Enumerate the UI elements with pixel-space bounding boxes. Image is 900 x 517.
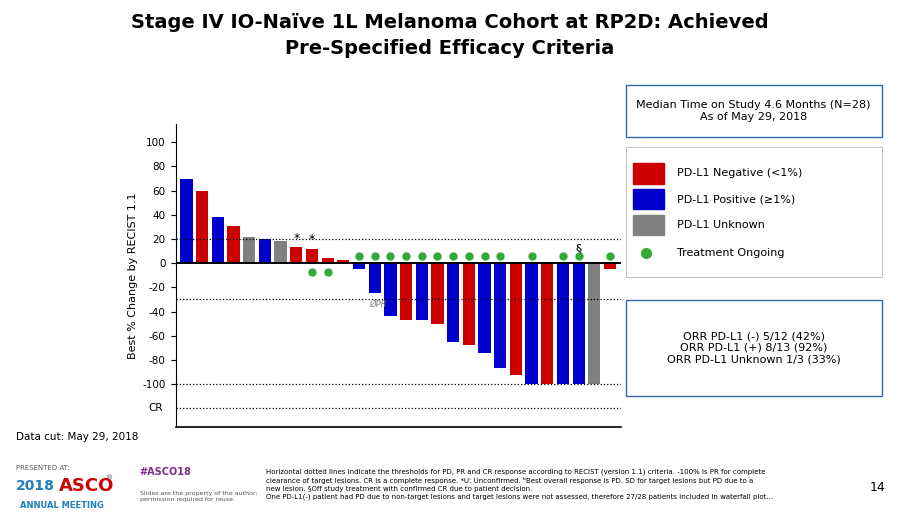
Text: Pre-Specified Efficacy Criteria: Pre-Specified Efficacy Criteria — [285, 39, 615, 58]
Bar — [463, 263, 475, 345]
Text: Stage IV IO-Naïve 1L Melanoma Cohort at RP2D: Achieved: Stage IV IO-Naïve 1L Melanoma Cohort at … — [131, 13, 769, 32]
FancyBboxPatch shape — [626, 147, 882, 277]
Text: Data cut: May 29, 2018: Data cut: May 29, 2018 — [16, 432, 139, 442]
Text: 2018: 2018 — [16, 479, 55, 493]
Bar — [541, 263, 554, 384]
Text: PRESENTED AT:: PRESENTED AT: — [16, 465, 69, 472]
Bar — [384, 263, 397, 316]
Bar — [353, 263, 365, 269]
Bar — [494, 263, 507, 369]
Bar — [557, 263, 569, 384]
Bar — [509, 263, 522, 374]
Text: ASCO: ASCO — [58, 477, 114, 495]
Bar — [290, 248, 302, 263]
Bar — [572, 263, 585, 384]
Bar — [306, 249, 318, 263]
Text: ØPR: ØPR — [369, 299, 387, 309]
Bar — [196, 191, 208, 263]
Text: §: § — [575, 242, 581, 255]
Bar — [212, 217, 224, 263]
FancyBboxPatch shape — [626, 85, 882, 137]
Text: ®: ® — [106, 475, 113, 481]
Text: #ASCO18: #ASCO18 — [140, 467, 192, 477]
Bar — [338, 260, 349, 263]
Bar — [274, 241, 287, 263]
Bar — [228, 226, 239, 263]
Bar — [589, 263, 600, 384]
Bar — [243, 237, 256, 263]
Bar — [321, 258, 334, 263]
Text: 14: 14 — [869, 481, 886, 494]
Bar — [259, 239, 271, 263]
Bar — [400, 263, 412, 320]
Bar — [416, 263, 428, 320]
Text: PD-L1 Negative (<1%): PD-L1 Negative (<1%) — [677, 168, 802, 178]
Text: Treatment Ongoing: Treatment Ongoing — [677, 248, 784, 258]
Text: CR: CR — [148, 403, 163, 414]
Bar — [180, 178, 193, 263]
Bar — [431, 263, 444, 324]
Text: Horizontal dotted lines indicate the thresholds for PD, PR and CR response accor: Horizontal dotted lines indicate the thr… — [266, 468, 772, 500]
Y-axis label: Best % Change by RECIST 1.1: Best % Change by RECIST 1.1 — [128, 192, 139, 359]
Text: *: * — [309, 233, 315, 246]
Text: Stage 1: ORR 11/13 (85%): Stage 1: ORR 11/13 (85%) — [341, 60, 563, 76]
Text: ORR PD-L1 (-) 5/12 (42%)
ORR PD-L1 (+) 8/13 (92%)
ORR PD-L1 Unknown 1/3 (33%): ORR PD-L1 (-) 5/12 (42%) ORR PD-L1 (+) 8… — [667, 331, 841, 364]
Text: Slides are the property of the author;
permission required for reuse.: Slides are the property of the author; p… — [140, 491, 257, 501]
Text: Stage 2: Best Overall Response ORR=14/28 (50%); DCR=20/28 (71%): Stage 2: Best Overall Response ORR=14/28… — [182, 84, 723, 98]
Bar — [447, 263, 459, 342]
Bar — [604, 263, 617, 269]
FancyBboxPatch shape — [626, 300, 882, 396]
Text: Median Time on Study 4.6 Months (N=28)
As of May 29, 2018: Median Time on Study 4.6 Months (N=28) A… — [636, 100, 871, 122]
Text: PD-L1 Positive (≥1%): PD-L1 Positive (≥1%) — [677, 194, 795, 204]
Bar — [526, 263, 537, 384]
Bar — [479, 263, 490, 353]
Bar — [369, 263, 381, 294]
Text: ANNUAL MEETING: ANNUAL MEETING — [20, 500, 104, 510]
Text: PD-L1 Unknown: PD-L1 Unknown — [677, 220, 765, 230]
Text: *: * — [293, 232, 300, 245]
